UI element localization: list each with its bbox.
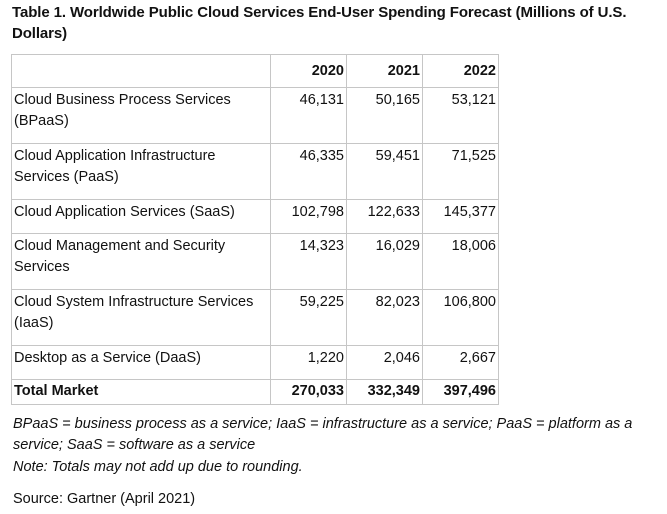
cell-2021: 50,165: [346, 87, 423, 144]
cell-2020: 59,225: [270, 289, 347, 346]
row-label: Cloud Business Process Services (BPaaS): [11, 87, 271, 144]
table-row: Cloud Business Process Services (BPaaS) …: [11, 87, 499, 144]
cell-2022: 2,667: [422, 345, 499, 380]
table-row: Cloud Management and Security Services 1…: [11, 233, 499, 290]
total-2021: 332,349: [346, 379, 423, 405]
table-row: Cloud Application Services (SaaS) 102,79…: [11, 199, 499, 234]
cell-2022: 71,525: [422, 143, 499, 200]
spending-forecast-table: 2020 2021 2022 Cloud Business Process Se…: [11, 54, 499, 405]
abbreviations-footnote: BPaaS = business process as a service; I…: [13, 416, 633, 453]
row-label: Desktop as a Service (DaaS): [11, 345, 271, 380]
table-header-row: 2020 2021 2022: [11, 54, 499, 88]
row-label: Cloud Application Infrastructure Service…: [11, 143, 271, 200]
table-row: Cloud Application Infrastructure Service…: [11, 143, 499, 200]
header-year-2021: 2021: [346, 54, 423, 88]
cell-2021: 2,046: [346, 345, 423, 380]
cell-2020: 14,323: [270, 233, 347, 290]
cell-2021: 122,633: [346, 199, 423, 234]
table-row: Cloud System Infrastructure Services (Ia…: [11, 289, 499, 346]
total-2020: 270,033: [270, 379, 347, 405]
total-row: Total Market 270,033 332,349 397,496: [11, 379, 499, 405]
row-label: Cloud Application Services (SaaS): [11, 199, 271, 234]
cell-2020: 1,220: [270, 345, 347, 380]
total-2022: 397,496: [422, 379, 499, 405]
cell-2022: 53,121: [422, 87, 499, 144]
cell-2021: 59,451: [346, 143, 423, 200]
cell-2020: 46,335: [270, 143, 347, 200]
rounding-note: Note: Totals may not add up due to round…: [13, 459, 303, 475]
cell-2022: 106,800: [422, 289, 499, 346]
cell-2021: 82,023: [346, 289, 423, 346]
cell-2020: 102,798: [270, 199, 347, 234]
cell-2022: 18,006: [422, 233, 499, 290]
table-title: Table 1. Worldwide Public Cloud Services…: [12, 4, 627, 42]
cell-2021: 16,029: [346, 233, 423, 290]
header-year-2022: 2022: [422, 54, 499, 88]
row-label: Cloud Management and Security Services: [11, 233, 271, 290]
row-label: Cloud System Infrastructure Services (Ia…: [11, 289, 271, 346]
header-year-2020: 2020: [270, 54, 347, 88]
cell-2022: 145,377: [422, 199, 499, 234]
source-note: Source: Gartner (April 2021): [13, 491, 196, 507]
header-blank-cell: [11, 54, 271, 88]
total-label: Total Market: [11, 379, 271, 405]
cell-2020: 46,131: [270, 87, 347, 144]
table-row: Desktop as a Service (DaaS) 1,220 2,046 …: [11, 345, 499, 380]
